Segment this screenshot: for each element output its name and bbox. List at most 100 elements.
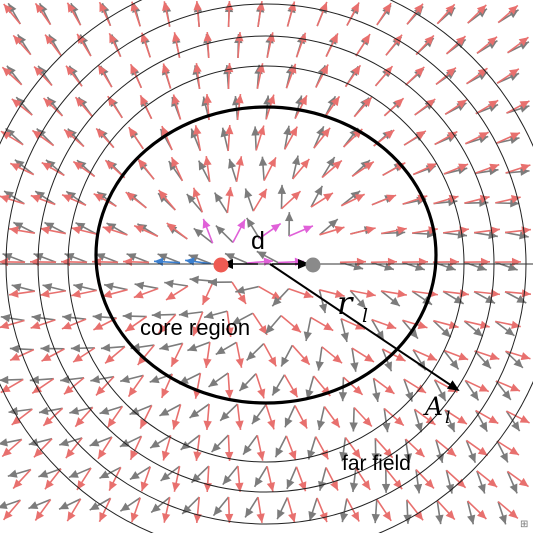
gray-field-arrow-head — [315, 361, 324, 371]
gray-field-arrow-head — [390, 297, 400, 307]
gray-field-arrow-head — [204, 310, 214, 320]
gray-field-arrow-head — [275, 447, 284, 458]
gray-field-arrow-head — [303, 331, 312, 341]
gray-field-arrow-head — [328, 219, 338, 229]
radius-label: r l — [337, 284, 368, 327]
red-field-arrow-head — [75, 417, 85, 427]
gray-field-arrow-head — [68, 470, 79, 478]
red-field-arrow-head — [66, 65, 75, 76]
red-field-arrow-head — [288, 63, 297, 74]
gray-field-arrow-head — [453, 295, 464, 304]
red-field-arrow-head — [67, 511, 76, 522]
red-field-arrow-head — [202, 294, 211, 305]
gray-field-arrow-head — [99, 406, 110, 415]
gray-field-arrow-head — [470, 390, 479, 401]
gray-field-arrow-head — [189, 275, 199, 285]
gray-field-arrow-head — [500, 452, 508, 463]
red-field-arrow-head — [35, 510, 45, 521]
red-field-arrow-head — [456, 99, 467, 109]
red-field-arrow-head — [320, 64, 329, 75]
red-field-arrow-head — [288, 512, 297, 523]
red-field-arrow-head — [319, 512, 328, 523]
gray-field-arrow-head — [2, 252, 13, 261]
red-field-arrow-head — [476, 4, 487, 15]
gray-field-arrow-head — [488, 104, 499, 112]
gray-field-arrow-head — [159, 407, 170, 416]
red-field-arrow-head — [3, 4, 13, 14]
gray-field-arrow-head — [189, 409, 200, 418]
red-field-arrow-head — [299, 418, 308, 429]
gray-field-arrow-head — [187, 343, 198, 352]
amplitude-label-main: A — [423, 392, 443, 421]
red-field-arrow-head — [193, 125, 202, 135]
red-field-arrow-head — [162, 1, 171, 11]
gray-field-arrow-head — [40, 344, 50, 353]
red-field-arrow-head — [354, 321, 365, 330]
red-field-arrow-head — [426, 352, 437, 361]
red-field-arrow-head — [109, 480, 117, 491]
gray-field-arrow-head — [182, 504, 192, 514]
red-field-arrow-head — [130, 449, 139, 460]
red-field-arrow-head — [351, 511, 360, 522]
red-field-arrow-head — [71, 289, 81, 298]
red-field-arrow-head — [445, 510, 455, 520]
gray-field-arrow-head — [283, 125, 292, 136]
red-field-arrow-head — [225, 327, 234, 337]
gray-field-arrow-head — [488, 230, 498, 240]
red-field-arrow-head — [351, 2, 360, 13]
red-field-arrow-head — [330, 96, 340, 107]
red-field-arrow-head — [319, 1, 328, 12]
red-field-arrow-head — [456, 36, 466, 46]
gray-field-arrow-head — [7, 469, 18, 478]
red-field-arrow-head — [479, 320, 490, 329]
red-field-arrow-head — [161, 450, 170, 461]
red-field-arrow-head — [426, 163, 437, 172]
gray-field-arrow-head — [224, 253, 235, 261]
red-field-arrow-head — [93, 322, 104, 330]
gray-field-arrow-head — [519, 231, 529, 240]
gray-field-arrow-head — [318, 480, 327, 491]
gray-field-arrow-head — [134, 281, 145, 290]
red-field-arrow-head — [158, 190, 168, 200]
gray-field-arrow-head — [338, 392, 348, 402]
red-field-arrow-head — [488, 100, 499, 109]
gray-field-arrow-head — [70, 344, 80, 353]
red-field-arrow-head — [203, 156, 212, 166]
red-field-arrow-head — [256, 1, 265, 11]
red-field-arrow-head — [105, 354, 115, 364]
gray-field-arrow-head — [265, 324, 275, 334]
gray-field-arrow-head — [60, 375, 70, 384]
gray-field-arrow-head — [13, 222, 24, 231]
red-field-arrow-head — [45, 34, 54, 45]
red-field-arrow-head — [267, 94, 276, 105]
gray-field-arrow-head — [284, 212, 294, 222]
red-field-arrow-head — [323, 192, 333, 202]
red-field-arrow-head — [75, 97, 85, 107]
red-field-arrow-head — [446, 67, 456, 77]
red-field-arrow-head — [224, 1, 234, 11]
gray-field-arrow-head — [62, 313, 72, 322]
gray-field-arrow-head — [214, 192, 223, 203]
red-field-arrow-head — [289, 387, 298, 398]
amplitude-label-sub: l — [445, 408, 450, 428]
gray-field-arrow-head — [39, 406, 49, 416]
red-field-arrow-head — [235, 358, 244, 368]
gray-charge — [305, 257, 321, 273]
gray-field-arrow-head — [295, 95, 304, 106]
red-field-arrow-head — [332, 354, 343, 364]
gray-field-arrow-head — [441, 328, 451, 338]
gray-field-arrow-head — [384, 262, 394, 271]
gray-field-arrow-head — [509, 135, 520, 144]
gray-field-arrow-head — [130, 343, 141, 352]
red-field-arrow-head — [203, 420, 212, 430]
red-field-arrow-head — [478, 383, 489, 392]
gray-field-arrow-head — [513, 358, 523, 368]
gray-field-arrow-head — [157, 253, 168, 262]
gray-field-arrow-head — [0, 313, 11, 323]
red-field-arrow-head — [446, 447, 457, 457]
red-field-arrow-head — [171, 94, 180, 105]
red-field-arrow-head — [382, 3, 392, 13]
red-field-arrow-head — [130, 512, 139, 523]
red-field-arrow-head — [40, 226, 50, 235]
red-field-arrow-head — [109, 33, 118, 44]
